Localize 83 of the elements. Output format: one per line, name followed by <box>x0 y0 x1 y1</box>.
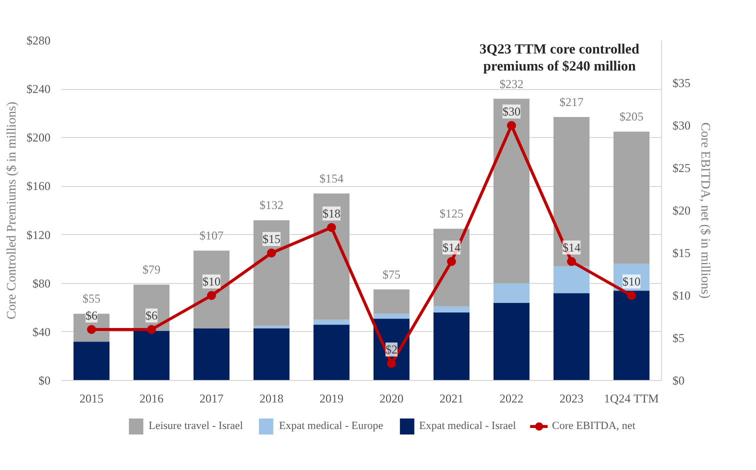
bar <box>494 283 530 303</box>
bar <box>254 326 290 328</box>
x-tick-label: 2017 <box>200 392 224 406</box>
bar <box>254 328 290 380</box>
y-tick-label: $80 <box>32 276 50 290</box>
annotation: 3Q23 TTM core controlled premiums of $240 million <box>479 42 640 74</box>
data-label: $6 <box>86 308 98 322</box>
bar <box>494 98 530 284</box>
point <box>567 257 576 266</box>
total-label: $79 <box>142 262 160 277</box>
total-label: $132 <box>260 198 284 212</box>
bar <box>554 117 590 266</box>
bar <box>314 320 350 325</box>
data-label: $30 <box>502 104 520 118</box>
x-tick-label: 2023 <box>560 392 584 406</box>
y2-tick-label: $25 <box>672 161 690 175</box>
x-tick-label: 1Q24 TTM <box>604 392 660 406</box>
y2-axis-title: Core EBITDA, net ($ in millions) <box>698 122 714 299</box>
data-label: $2 <box>386 342 398 356</box>
y2-tick-label: $20 <box>672 204 690 218</box>
y-tick-label: $40 <box>32 324 50 339</box>
bar <box>314 194 350 320</box>
y-tick-label: $280 <box>26 34 50 48</box>
point <box>627 291 636 300</box>
y-axis-title: Core Controlled Premiums ($ in millions) <box>4 102 18 320</box>
x-tick-label: 2021 <box>440 392 464 406</box>
data-label: $10 <box>622 274 640 288</box>
x-tick-label: 2019 <box>320 392 344 406</box>
y2-tick-label: $5 <box>672 331 684 345</box>
x-tick-label: 2022 <box>500 392 524 406</box>
data-label: $10 <box>202 274 220 288</box>
bar <box>374 289 410 314</box>
total-label: $217 <box>560 95 584 109</box>
bar <box>434 306 470 312</box>
y2-tick-label: $30 <box>672 118 690 132</box>
data-label: $15 <box>262 232 280 246</box>
point <box>387 359 396 368</box>
bar <box>614 132 650 264</box>
bar <box>374 314 410 319</box>
bar <box>254 220 290 326</box>
bar <box>194 328 230 380</box>
legend-label: Expat medical - Israel <box>419 420 516 432</box>
point <box>267 248 276 258</box>
x-tick-label: 2015 <box>80 392 104 406</box>
data-label: $18 <box>322 206 340 220</box>
total-label: $154 <box>320 172 344 186</box>
y2-tick-label: $10 <box>672 288 690 302</box>
point <box>327 223 336 232</box>
bar <box>134 330 170 380</box>
legend-label: Expat medical - Europe <box>278 420 384 432</box>
x-tick-label: 2020 <box>380 392 404 406</box>
bar <box>554 266 590 294</box>
total-label: $232 <box>500 76 524 91</box>
legend-label: Leisure travel - Israel <box>148 420 243 432</box>
data-label: $14 <box>562 240 580 254</box>
data-label: $6 <box>146 308 158 322</box>
total-label: $205 <box>620 110 644 124</box>
bar <box>554 293 590 380</box>
point <box>507 121 516 130</box>
bar <box>314 324 350 380</box>
bar <box>74 342 110 380</box>
y-tick-label: $0 <box>38 374 50 388</box>
total-label: $75 <box>382 267 400 282</box>
y2-tick-label: $0 <box>672 374 684 388</box>
y2-tick-label: $35 <box>672 76 690 90</box>
point <box>447 257 456 266</box>
y-tick-label: $120 <box>26 228 50 242</box>
point <box>207 291 216 300</box>
y-tick-label: $160 <box>26 179 50 194</box>
data-label: $14 <box>442 240 460 254</box>
total-label: $107 <box>200 228 224 243</box>
x-tick-label: 2018 <box>260 392 284 406</box>
bar <box>614 290 650 380</box>
bar <box>434 312 470 380</box>
y-tick-label: $200 <box>26 130 50 145</box>
bar <box>494 302 530 380</box>
y-tick-label: $240 <box>26 82 50 96</box>
y2-tick-label: $15 <box>672 246 690 260</box>
legend-label: Core EBITDA, net <box>552 420 636 432</box>
point <box>147 325 156 334</box>
total-label: $125 <box>440 206 464 221</box>
x-tick-label: 2016 <box>140 392 164 406</box>
total-label: $55 <box>82 292 100 306</box>
